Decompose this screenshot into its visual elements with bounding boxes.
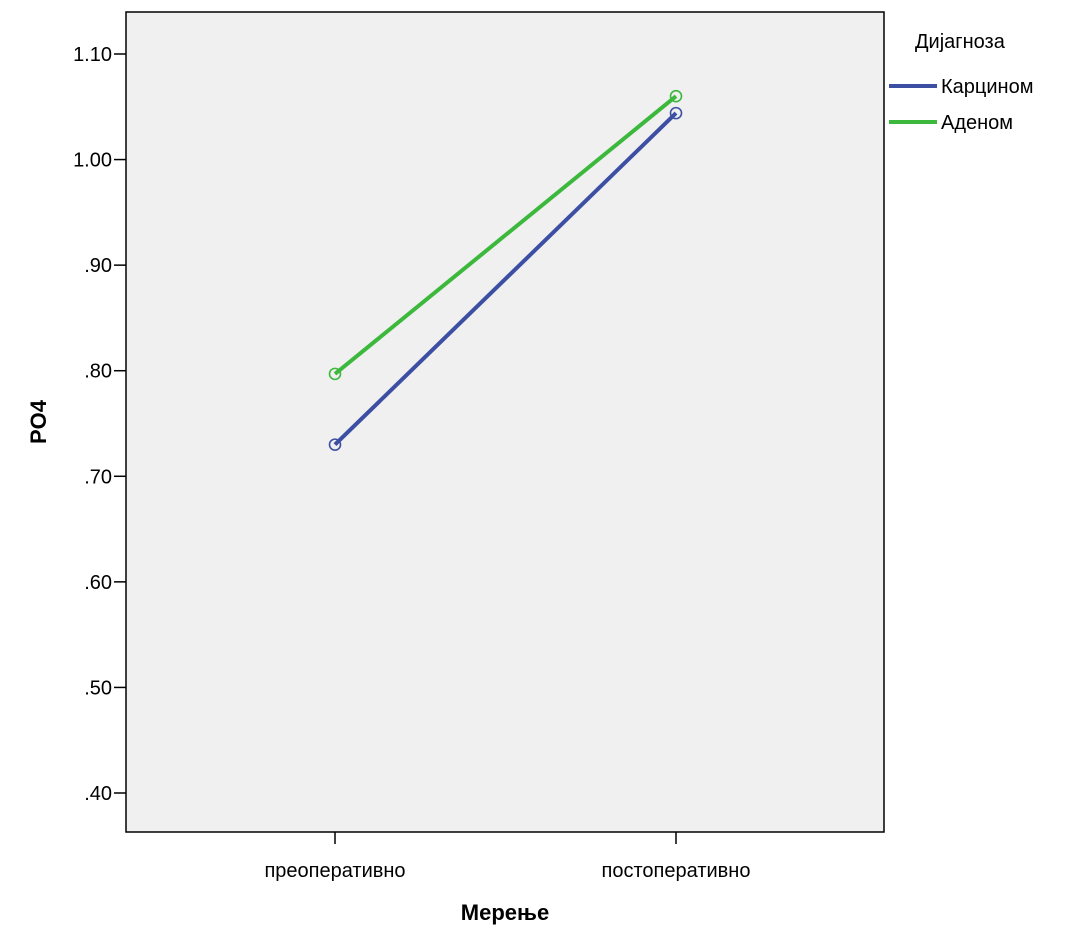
data-point [669, 106, 683, 120]
x-tick-label: постоперативно [602, 860, 751, 882]
data-point [669, 89, 683, 103]
x-tick-label: преоперативно [264, 860, 405, 882]
data-point [328, 367, 342, 381]
y-tick-label: 1.00 [73, 150, 112, 172]
plot-area [125, 11, 885, 833]
y-tick-label: .50 [84, 677, 112, 699]
y-tick-label: .90 [84, 255, 112, 277]
series-line [333, 111, 678, 447]
series-group [328, 89, 683, 451]
x-axis: преоперативно постоперативно [264, 832, 750, 882]
legend-label: Карцином [941, 76, 1033, 98]
y-axis: .40 .50 .60 .70 .80 .90 1.00 1.10 [73, 44, 126, 805]
y-tick-label: 1.10 [73, 44, 112, 66]
series-line [333, 94, 678, 376]
y-tick-label: .80 [84, 361, 112, 383]
y-tick-label: .40 [84, 783, 112, 805]
y-tick-label: .60 [84, 572, 112, 594]
legend-title: Дијагноза [915, 31, 1006, 53]
legend-label: Аденом [941, 112, 1013, 134]
y-tick-label: .70 [84, 466, 112, 488]
legend: Дијагноза Карцином Аденом [889, 31, 1033, 134]
data-point [328, 438, 342, 451]
x-axis-title: Мерење [461, 900, 549, 925]
y-axis-title: PO4 [26, 399, 51, 444]
